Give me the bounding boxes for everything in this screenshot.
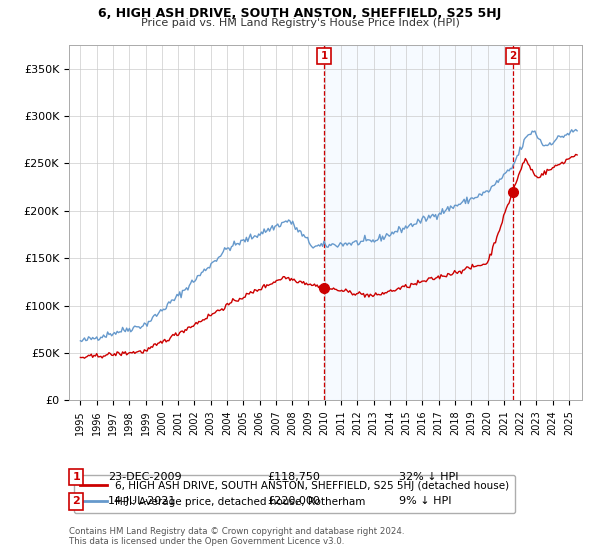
Text: Contains HM Land Registry data © Crown copyright and database right 2024.
This d: Contains HM Land Registry data © Crown c… (69, 526, 404, 546)
Legend: 6, HIGH ASH DRIVE, SOUTH ANSTON, SHEFFIELD, S25 5HJ (detached house), HPI: Avera: 6, HIGH ASH DRIVE, SOUTH ANSTON, SHEFFIE… (74, 475, 515, 513)
Text: 14-JUL-2021: 14-JUL-2021 (108, 496, 176, 506)
Text: 2: 2 (73, 496, 80, 506)
Text: £118,750: £118,750 (267, 472, 320, 482)
Text: 1: 1 (320, 51, 328, 61)
Text: £220,000: £220,000 (267, 496, 320, 506)
Text: Price paid vs. HM Land Registry's House Price Index (HPI): Price paid vs. HM Land Registry's House … (140, 18, 460, 28)
Bar (324, 45, 512, 400)
Text: 23-DEC-2009: 23-DEC-2009 (108, 472, 182, 482)
Text: 9% ↓ HPI: 9% ↓ HPI (399, 496, 452, 506)
Text: 6, HIGH ASH DRIVE, SOUTH ANSTON, SHEFFIELD, S25 5HJ: 6, HIGH ASH DRIVE, SOUTH ANSTON, SHEFFIE… (98, 7, 502, 20)
Text: 2: 2 (509, 51, 516, 61)
Text: 32% ↓ HPI: 32% ↓ HPI (399, 472, 458, 482)
Text: 1: 1 (73, 472, 80, 482)
